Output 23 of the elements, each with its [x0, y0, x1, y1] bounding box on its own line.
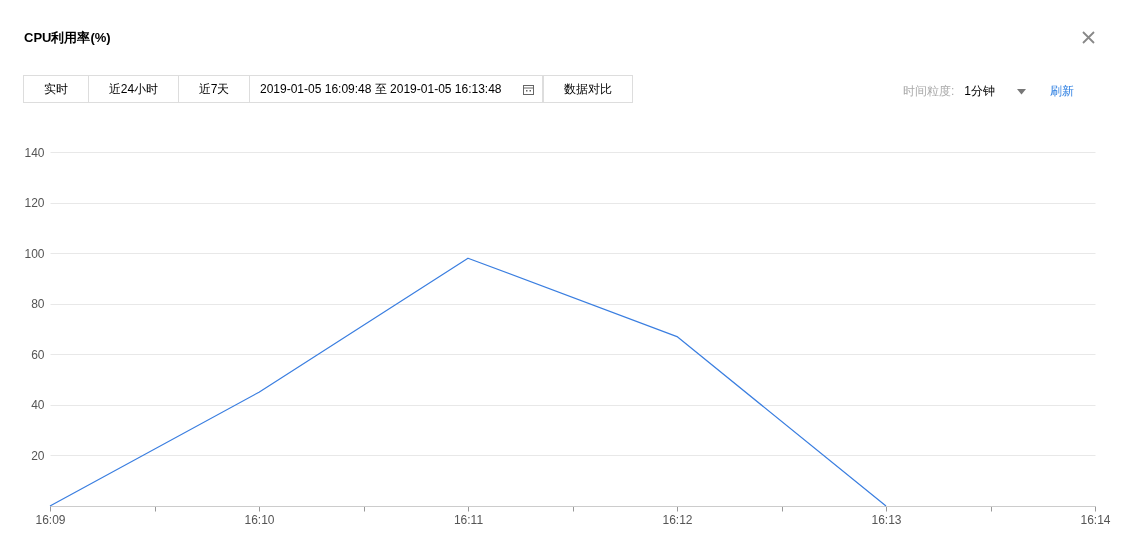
text: 近24小时	[108, 80, 159, 98]
text: 实时	[44, 80, 68, 98]
text: 1分钟	[964, 83, 996, 100]
x-tick-label: 16:12	[662, 512, 693, 527]
y-tick-label: 80	[31, 297, 45, 312]
text: 2019-01-05 16:09:48 至 2019-01-05 16:13:48	[260, 80, 502, 98]
text: 近7天	[198, 80, 230, 98]
line-series	[49, 257, 887, 507]
text: 刷新	[1050, 83, 1075, 100]
x-tick-label: 16:09	[35, 512, 66, 527]
text: 时间粒度:	[903, 83, 955, 100]
x-tick-label: 16:10	[244, 512, 275, 527]
text: 数据对比	[564, 80, 612, 98]
y-tick-label: 60	[31, 347, 45, 362]
x-tick-label: 16:11	[453, 512, 484, 527]
chart-title: CPU利用率(%)	[24, 29, 111, 47]
y-tick-label: 140	[24, 145, 45, 160]
y-tick-label: 40	[31, 398, 45, 413]
y-tick-label: 120	[24, 196, 45, 211]
y-tick-label: 20	[31, 448, 45, 463]
x-tick-label: 16:13	[871, 512, 902, 527]
y-tick-label: 100	[24, 246, 45, 261]
x-tick-label: 16:14	[1080, 512, 1111, 527]
